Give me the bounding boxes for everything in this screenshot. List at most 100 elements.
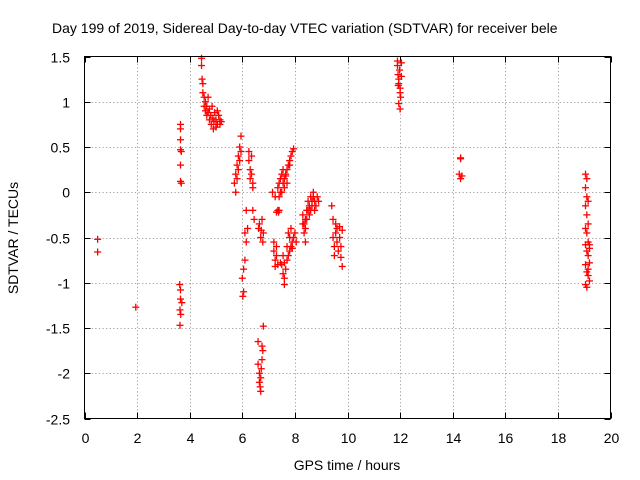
x-tick-label: 14 [446,430,462,446]
y-axis-label: SDTVAR / TECUs [5,182,21,294]
data-point [254,338,262,346]
data-point [255,378,263,386]
data-point [329,234,337,241]
data-point [585,277,593,285]
data-point [233,161,241,169]
data-point [199,80,207,88]
data-point [397,93,405,101]
data-point [287,152,295,160]
y-tick-labels: -2.5 -2 -1.5 -1 -0.5 0 0.5 1 1.5 [46,50,70,428]
x-tick-label: 20 [604,430,620,446]
data-point [301,238,309,246]
data-point [257,365,265,373]
data-point [236,143,244,151]
data-point [283,243,291,251]
data-point [177,310,185,318]
data-point [177,179,185,187]
data-point [288,244,296,252]
data-point [299,211,307,219]
data-point [94,248,102,256]
data-point [256,383,264,391]
data-point [397,72,405,80]
data-point [286,161,294,169]
data-point [198,75,206,83]
data-point [242,238,250,246]
data-point [244,224,252,232]
data-point [583,193,591,201]
data-point [258,356,266,364]
x-tick-label: 10 [341,430,357,446]
data-point [583,211,591,219]
data-point [259,347,267,355]
data-point [255,220,263,228]
data-point [338,226,346,234]
data-point [279,179,287,187]
data-point [396,105,404,113]
data-point [132,303,140,311]
plot-frame [84,56,611,419]
y-tick-label: -0.5 [46,231,70,247]
data-point [279,270,287,278]
data-point [283,166,291,174]
data-point [255,369,263,377]
data-point [584,265,592,273]
data-point [583,229,591,237]
data-point [280,281,288,289]
data-point [279,252,287,260]
data-point [238,274,246,282]
data-point [336,234,344,241]
data-point [237,148,245,156]
data-point [282,265,290,273]
data-point [94,235,102,243]
data-point [282,172,290,180]
data-point [337,253,345,261]
x-tick-label: 0 [82,430,90,446]
data-point [259,238,267,246]
data-point [232,188,240,196]
data-point [275,193,283,201]
data-point [249,206,257,214]
data-point [245,148,253,156]
data-point [309,193,317,201]
data-point [248,170,256,178]
data-point [258,215,266,223]
data-point [213,107,221,115]
data-point [332,229,340,237]
data-points [94,54,593,395]
data-point [395,100,403,108]
data-point [301,224,309,232]
data-point [208,102,216,110]
data-point [259,322,267,330]
data-point [204,93,212,101]
data-point [232,170,240,178]
data-point [274,261,282,269]
data-point [250,215,258,223]
data-point [291,229,299,237]
data-point [201,98,209,106]
data-point [396,66,404,74]
data-point [271,256,279,264]
data-point [257,374,265,382]
data-point [198,54,206,62]
data-point [303,215,311,223]
data-point [582,202,590,210]
data-point [236,157,244,165]
data-point [272,252,280,260]
data-point [272,208,280,216]
data-point [215,111,223,119]
data-point [583,283,591,291]
data-point [249,184,257,192]
axis-ticks [84,56,612,420]
x-tick-label: 4 [187,430,195,446]
data-point [176,125,184,133]
data-point [276,188,284,196]
data-point [585,259,593,267]
y-tick-label: -1.5 [46,321,70,337]
x-tick-label: 18 [551,430,567,446]
data-point [176,286,184,294]
data-point [292,238,300,246]
data-point [176,306,184,314]
data-point [199,89,207,97]
data-point [242,206,250,214]
data-point [394,81,402,89]
